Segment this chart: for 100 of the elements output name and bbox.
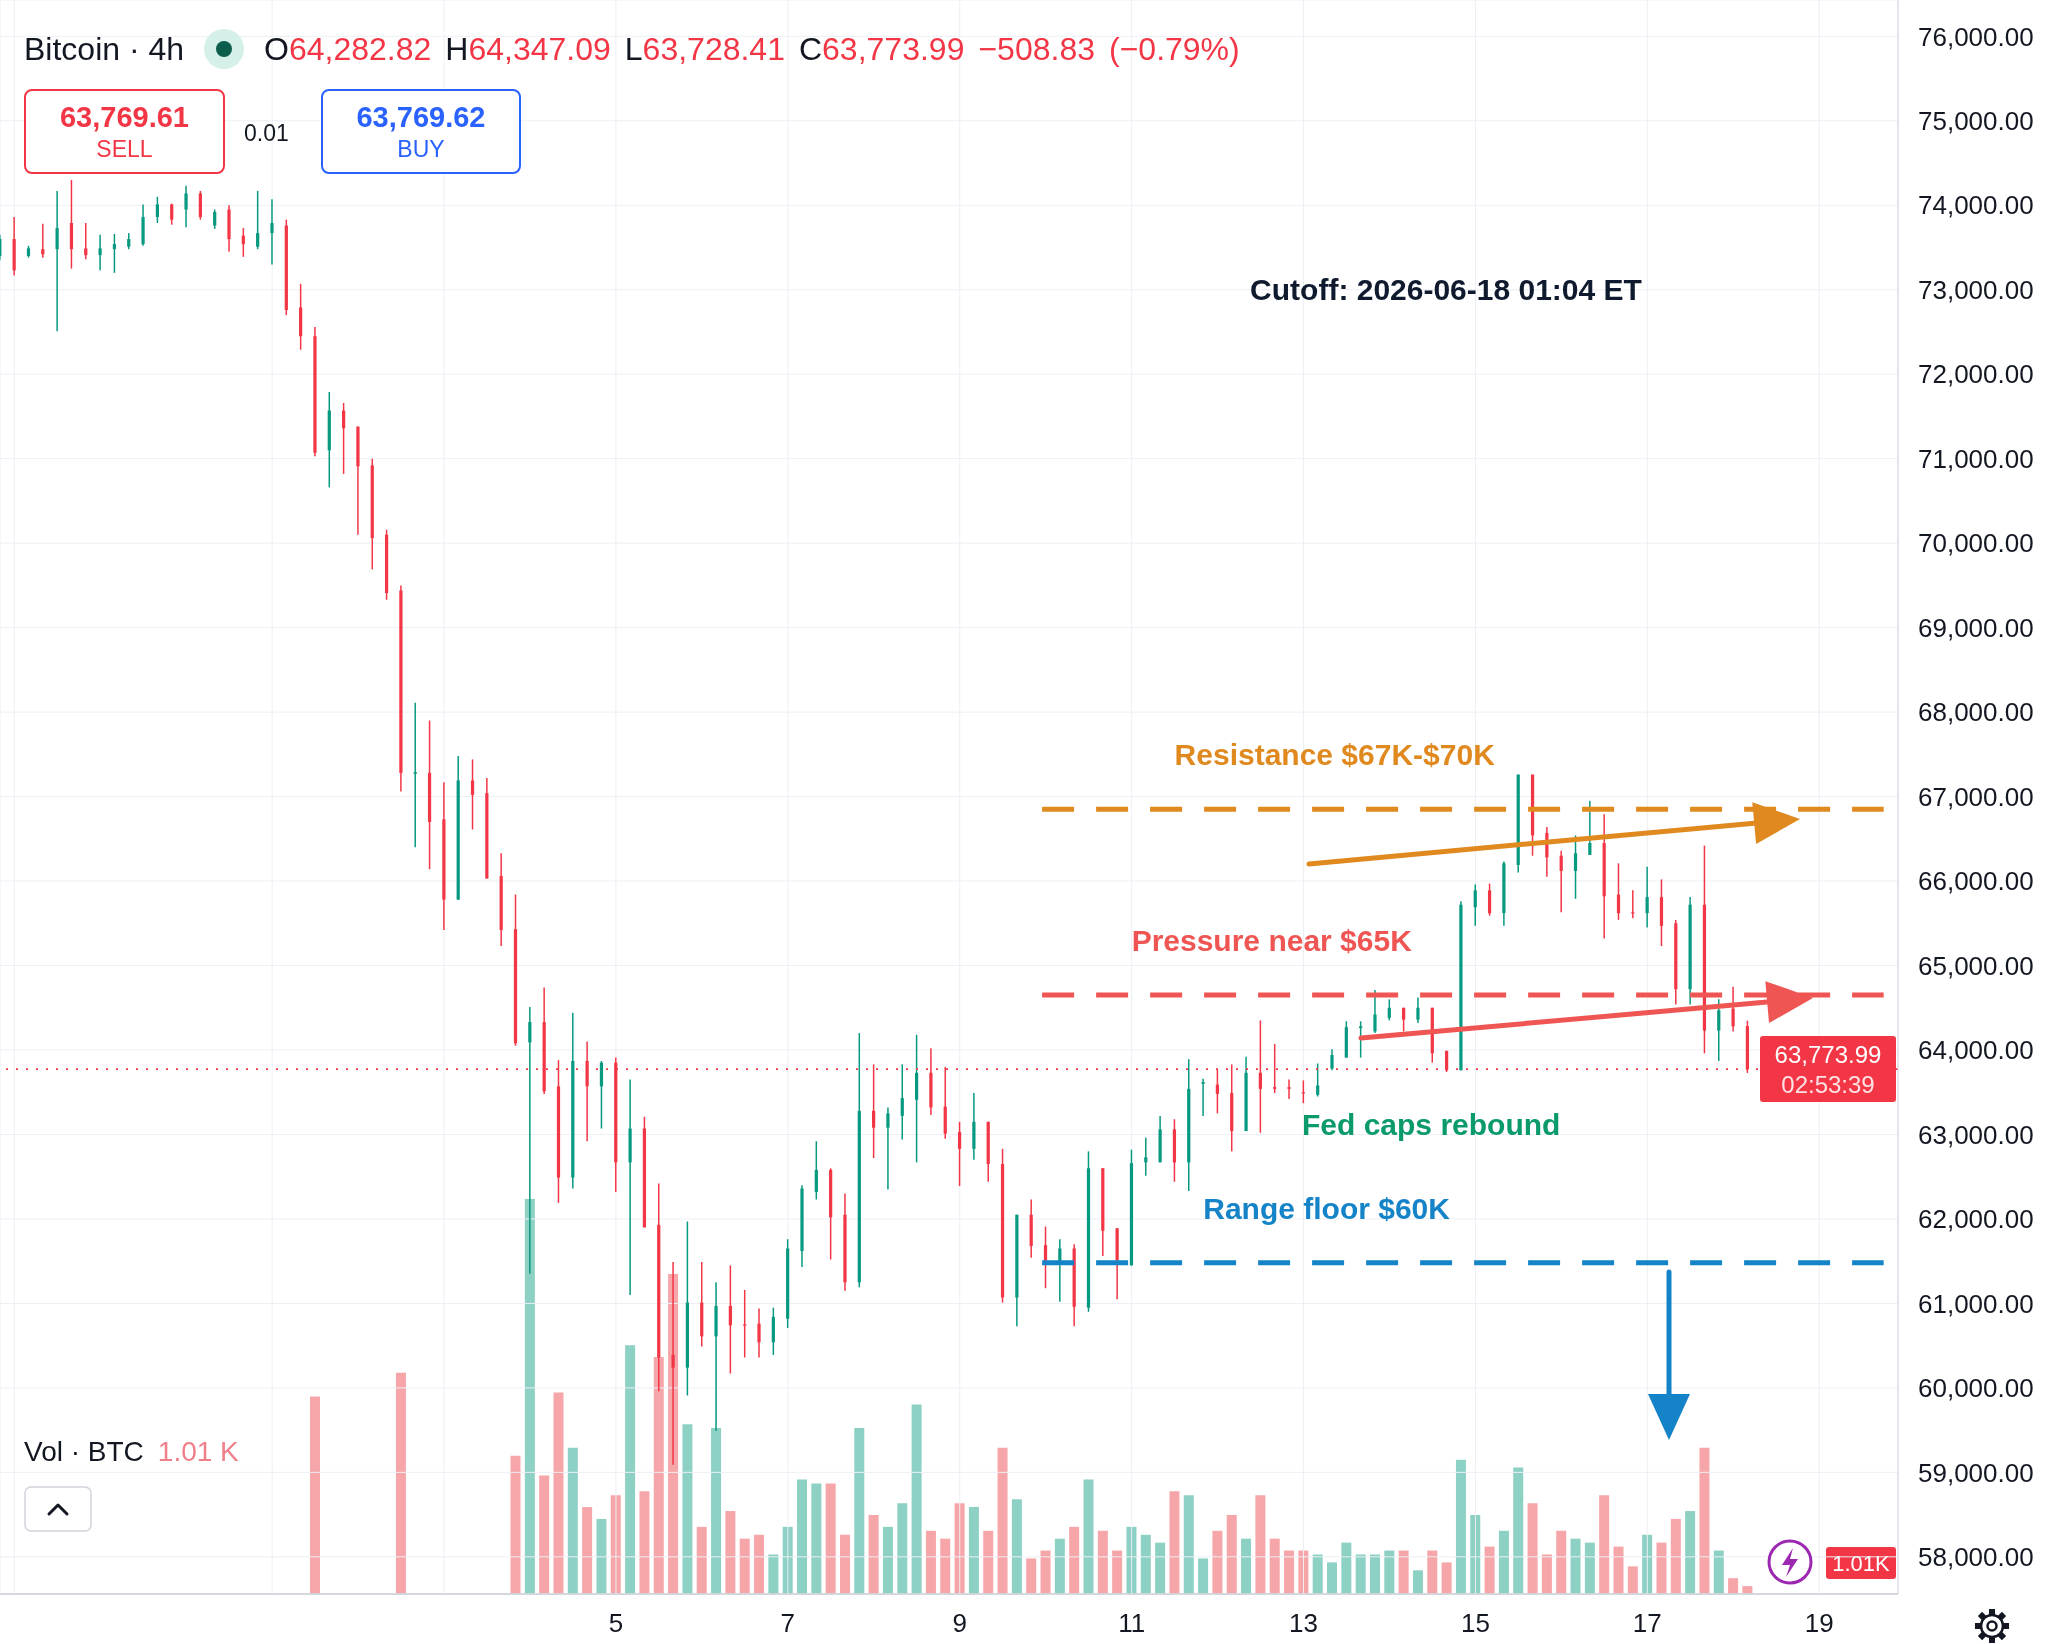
bar [1069,1526,1080,1594]
annotation: Fed caps rebound [1302,1108,1561,1141]
y-tick-label: 74,000.00 [1918,190,2034,221]
annotation: 1.01 K [157,1436,239,1468]
bar [1284,1550,1295,1594]
annotation: Cutoff: 2026-06-18 01:04 ET [1250,273,1642,306]
y-tick-label: 68,000.00 [1918,697,2034,728]
candlestick [1645,865,1649,929]
bar [1355,1554,1366,1594]
candlestick [900,1063,904,1141]
bar [1384,1550,1395,1594]
x-tick-label: 19 [1804,1608,1834,1639]
bar [1427,1550,1438,1594]
bar [682,1424,693,1594]
bar [1685,1511,1696,1594]
annotation: Range floor $60K [1203,1191,1451,1225]
annotation: SELL [96,134,153,164]
bar [1599,1495,1610,1594]
candlestick [1144,1137,1148,1177]
candlestick [757,1307,761,1359]
annotation: 02:53:39 [1781,1071,1875,1099]
bar [1513,1467,1524,1594]
candlestick [270,198,274,266]
candlestick [1588,800,1592,856]
bar [1699,1447,1710,1594]
bar [1183,1495,1194,1594]
bar [811,1483,822,1594]
candlestick [1287,1078,1291,1100]
candlestick [599,1060,604,1130]
candlestick [1731,985,1735,1033]
bar [1097,1530,1108,1594]
bar [1484,1546,1495,1594]
bar [868,1515,879,1594]
candlestick [671,1261,675,1466]
bar [1341,1542,1352,1594]
bar [625,1345,636,1594]
candlestick [957,1121,962,1187]
y-tick-label: 62,000.00 [1918,1204,2034,1235]
candlestick [1258,1019,1262,1134]
y-tick-label: 73,000.00 [1918,274,2034,305]
y-tick-label: 72,000.00 [1918,359,2034,390]
bar [1455,1459,1466,1594]
y-tick-label: 64,000.00 [1918,1035,2034,1066]
candlestick [98,234,102,272]
candlestick [41,223,45,259]
bar [1026,1558,1037,1594]
candlestick [1373,989,1377,1034]
bar [1412,1570,1423,1594]
candlestick [198,190,202,221]
candlestick [1473,883,1477,927]
candlestick [528,1006,532,1275]
x-tick-label: 13 [1289,1608,1318,1639]
candlestick [1359,1020,1363,1059]
bar [539,1475,550,1594]
candlestick [184,185,188,228]
candlestick [886,1106,890,1191]
bar [1255,1495,1266,1594]
y-tick-label: 58,000.00 [1918,1542,2034,1573]
text: Vol · BTC [24,1436,144,1468]
candlestick [814,1140,818,1201]
bar [1627,1566,1638,1594]
bar [1556,1530,1567,1594]
y-tick-label: 60,000.00 [1918,1373,2034,1404]
bar [395,1372,406,1594]
bar [1054,1538,1065,1594]
x-tick-label: 15 [1460,1608,1490,1639]
bar [739,1538,750,1594]
bar [968,1507,979,1594]
y-tick-label: 75,000.00 [1918,106,2034,137]
candlestick [1717,998,1721,1062]
bar [653,1357,664,1594]
annotation: BUY [397,134,445,164]
candlestick [256,190,260,250]
bar [1713,1550,1724,1594]
candlestick [1416,996,1420,1024]
y-tick-label: 67,000.00 [1918,781,2034,812]
bar [882,1526,893,1594]
bar [1140,1534,1151,1594]
candlestick [1201,1077,1205,1117]
annotation: 0.01 [244,119,289,148]
bar [696,1526,707,1594]
x-tick-label: 5 [608,1608,624,1639]
bar [825,1483,836,1594]
bar [309,1396,320,1594]
buy-button: 63,769.62 BUY [321,89,521,174]
bar [1369,1554,1380,1594]
y-tick-label: 69,000.00 [1918,612,2034,643]
x-tick-label: 7 [780,1608,796,1639]
y-tick-label: 61,000.00 [1918,1288,2034,1319]
bar [1441,1562,1452,1594]
annotation: 63,769.61 [59,99,189,134]
bar [639,1491,650,1594]
candlestick [1631,889,1635,919]
candlestick [1487,882,1492,917]
y-tick-label: 65,000.00 [1918,950,2034,981]
candlestick [728,1264,732,1375]
x-tick-label: 11 [1118,1608,1146,1639]
candlestick [213,208,217,230]
x-tick-label: 9 [952,1608,967,1639]
bar [797,1479,808,1594]
